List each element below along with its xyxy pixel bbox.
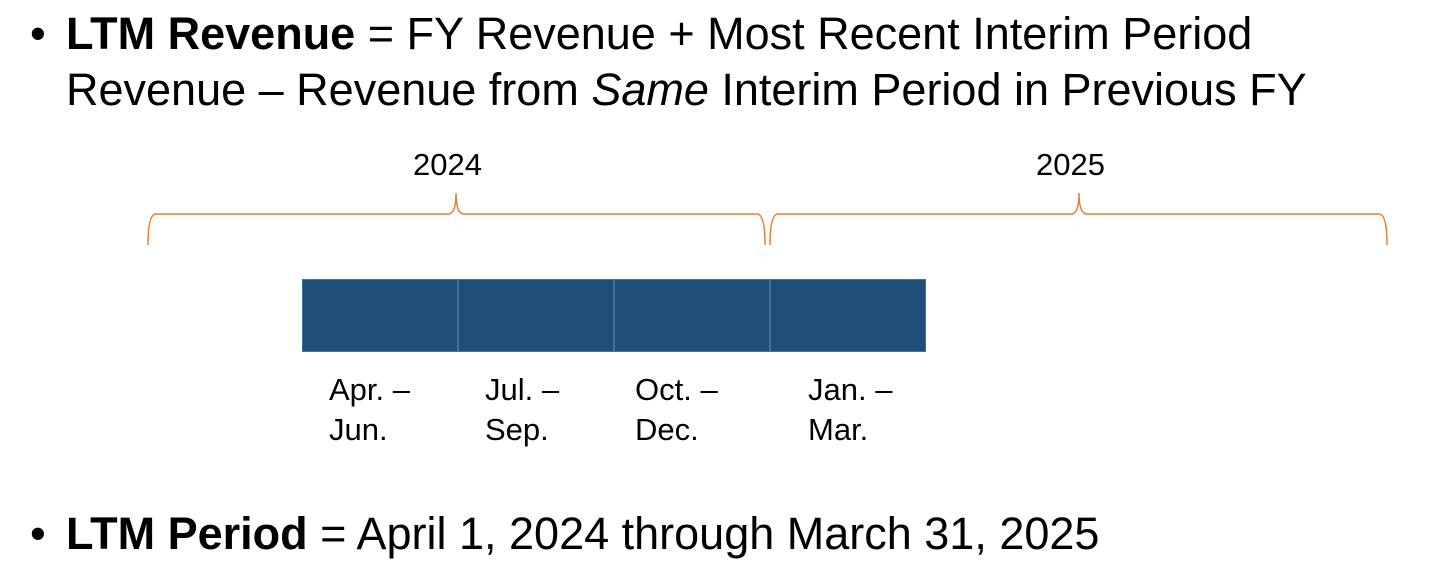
bullet-dot: • [30, 8, 46, 59]
ltm-period-definition: = April 1, 2024 through March 31, 2025 [307, 508, 1100, 559]
brace-2024 [147, 192, 766, 246]
definition-emphasis: Same [591, 64, 709, 115]
brace-2025 [769, 192, 1388, 246]
quarter-label-jan-mar: Jan. – Mar. [808, 372, 893, 447]
term-ltm-period: LTM Period [66, 508, 308, 559]
quarter-box-jan-mar [770, 279, 926, 352]
quarter-label-apr-jun: Apr. – Jun. [329, 372, 410, 447]
definition-line2-pre: Revenue – Revenue from [66, 64, 592, 115]
bullet-dot: • [30, 508, 46, 559]
year-label-2025: 2025 [1036, 147, 1105, 182]
quarter-box-apr-jun [302, 279, 458, 352]
quarter-label-jul-sep: Jul. – Sep. [485, 372, 560, 447]
term-ltm-revenue: LTM Revenue [66, 8, 356, 59]
definition-line2-post: Interim Period in Previous FY [708, 64, 1307, 115]
definition-line1: = FY Revenue + Most Recent Interim Perio… [355, 8, 1253, 59]
quarter-box-oct-dec [614, 279, 770, 352]
quarter-box-jul-sep [458, 279, 614, 352]
year-label-2024: 2024 [413, 147, 482, 182]
quarter-label-oct-dec: Oct. – Dec. [635, 372, 718, 447]
